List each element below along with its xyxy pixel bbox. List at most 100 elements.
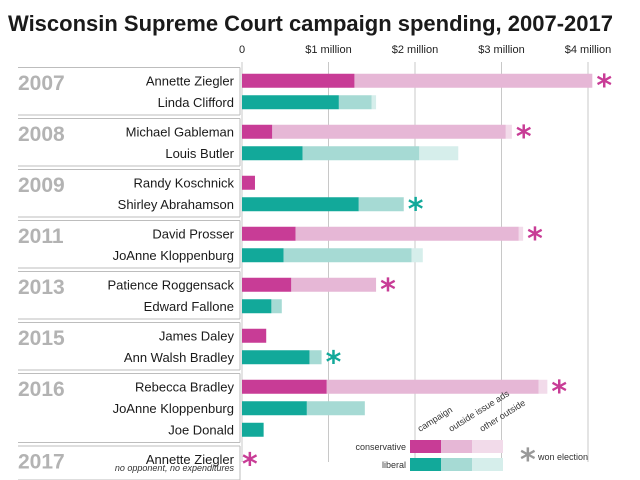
candidate-name: Louis Butler bbox=[165, 146, 234, 161]
candidate-row: Annette Ziegler * no opponent, no expendit… bbox=[115, 447, 258, 480]
bar-campaign-segment bbox=[242, 95, 339, 110]
candidate-name: Annette Ziegler bbox=[146, 73, 235, 88]
year-label: 2011 bbox=[18, 225, 64, 248]
bar-outside-issue-ads-segment bbox=[338, 95, 372, 110]
x-tick-label: 0 bbox=[239, 44, 245, 56]
candidate-row: Louis Butler bbox=[165, 146, 459, 161]
candidate-row: Randy Koschnick bbox=[134, 175, 255, 190]
won-star-icon: * bbox=[527, 222, 543, 257]
bar-campaign-segment bbox=[242, 379, 327, 394]
bar-outside-issue-ads-segment bbox=[283, 248, 412, 263]
year-label: 2007 bbox=[18, 72, 65, 95]
candidate-name: Shirley Abrahamson bbox=[118, 197, 234, 212]
candidate-row: James Daley bbox=[159, 328, 267, 343]
candidate-row: Rebecca Bradley * bbox=[135, 375, 567, 410]
year-group-2011: 2011 David Prosser * JoAnne Kloppenburg bbox=[18, 220, 543, 269]
candidate-row: David Prosser * bbox=[152, 222, 543, 257]
bar-other-outside-segment bbox=[518, 226, 524, 241]
candidate-name: Joe Donald bbox=[168, 422, 234, 437]
year-label: 2015 bbox=[18, 327, 65, 350]
legend-row-label: liberal bbox=[382, 460, 406, 470]
candidate-row: Ann Walsh Bradley * bbox=[124, 345, 342, 380]
bar-campaign-segment bbox=[242, 73, 355, 88]
candidate-name: Michael Gableman bbox=[126, 124, 234, 139]
year-label: 2008 bbox=[18, 123, 65, 146]
candidate-name: Annette Ziegler bbox=[146, 452, 235, 467]
legend-swatch bbox=[472, 458, 503, 471]
bar-campaign-segment bbox=[242, 401, 307, 416]
candidate-name: Randy Koschnick bbox=[134, 175, 235, 190]
candidate-row: JoAnne Kloppenburg bbox=[113, 248, 423, 263]
bar-other-outside-segment bbox=[505, 124, 512, 139]
bar-campaign-segment bbox=[242, 197, 359, 212]
x-axis-ticks: 0 $1 million $2 million $3 million $4 millio… bbox=[239, 44, 611, 56]
candidate-name: Ann Walsh Bradley bbox=[124, 350, 235, 365]
bar-outside-issue-ads-segment bbox=[326, 379, 539, 394]
candidate-name: JoAnne Kloppenburg bbox=[113, 248, 234, 263]
bar-other-outside-segment bbox=[538, 379, 548, 394]
x-tick-label: $1 million bbox=[305, 44, 351, 56]
bar-campaign-segment bbox=[242, 299, 272, 314]
year-group-2015: 2015 James Daley Ann Walsh Bradley * bbox=[18, 322, 342, 380]
candidate-name: James Daley bbox=[159, 328, 235, 343]
bar-campaign-segment bbox=[242, 124, 273, 139]
legend-row-label: conservative bbox=[355, 442, 406, 452]
bar-other-outside-segment bbox=[371, 95, 377, 110]
candidate-note: no opponent, no expenditures bbox=[115, 463, 235, 473]
candidate-name: Rebecca Bradley bbox=[135, 379, 234, 394]
legend-swatch bbox=[410, 458, 441, 471]
candidate-name: JoAnne Kloppenburg bbox=[113, 401, 234, 416]
won-star-icon: * bbox=[242, 447, 258, 480]
bar-outside-issue-ads-segment bbox=[306, 401, 365, 416]
legend-swatch bbox=[472, 440, 503, 453]
bar-outside-issue-ads-segment bbox=[309, 350, 322, 365]
year-group-2008: 2008 Michael Gableman * Louis Butler bbox=[18, 118, 532, 167]
bar-campaign-segment bbox=[242, 277, 292, 292]
candidate-row: Patience Roggensack * bbox=[108, 273, 397, 308]
chart-rows: 2007 Annette Ziegler * Linda Clifford 2008 Mi… bbox=[18, 67, 612, 480]
bar-outside-issue-ads-segment bbox=[272, 124, 506, 139]
candidate-row: Shirley Abrahamson * bbox=[118, 192, 424, 227]
bar-outside-issue-ads-segment bbox=[291, 277, 377, 292]
x-tick-label: $4 million bbox=[565, 44, 611, 56]
legend-swatch bbox=[441, 440, 472, 453]
bar-campaign-segment bbox=[242, 248, 284, 263]
bar-campaign-segment bbox=[242, 328, 267, 343]
candidate-row: Edward Fallone bbox=[144, 299, 282, 314]
candidate-name: David Prosser bbox=[152, 226, 234, 241]
won-star-icon: * bbox=[551, 375, 567, 410]
bar-other-outside-segment bbox=[419, 146, 459, 161]
bar-campaign-segment bbox=[242, 422, 264, 437]
candidate-name: Patience Roggensack bbox=[108, 277, 235, 292]
legend-won-label: won election bbox=[537, 452, 588, 462]
bar-outside-issue-ads-segment bbox=[302, 146, 420, 161]
won-star-icon: * bbox=[596, 69, 612, 104]
legend-swatch bbox=[410, 440, 441, 453]
x-tick-label: $3 million bbox=[478, 44, 524, 56]
candidate-row: Linda Clifford bbox=[158, 95, 377, 110]
legend-won-star-icon: * bbox=[520, 443, 536, 478]
candidate-row: Annette Ziegler * bbox=[146, 69, 612, 104]
candidate-row: Joe Donald bbox=[168, 422, 264, 437]
year-group-2013: 2013 Patience Roggensack * Edward Fallone bbox=[18, 271, 397, 320]
legend-swatch bbox=[441, 458, 472, 471]
bar-outside-issue-ads-segment bbox=[295, 226, 519, 241]
year-group-2007: 2007 Annette Ziegler * Linda Clifford bbox=[18, 67, 612, 116]
bar-campaign-segment bbox=[242, 146, 303, 161]
year-group-2017: 2017 Annette Ziegler * no opponent, no expe… bbox=[18, 445, 258, 480]
candidate-row: Michael Gableman * bbox=[126, 120, 532, 155]
candidate-name: Linda Clifford bbox=[158, 95, 234, 110]
year-label: 2017 bbox=[18, 451, 65, 474]
candidate-name: Edward Fallone bbox=[144, 299, 234, 314]
won-star-icon: * bbox=[516, 120, 532, 155]
bar-campaign-segment bbox=[242, 175, 255, 190]
chart-title: Wisconsin Supreme Court campaign spendin… bbox=[8, 11, 613, 36]
year-group-2009: 2009 Randy Koschnick Shirley Abrahamson * bbox=[18, 169, 424, 227]
candidate-row: JoAnne Kloppenburg bbox=[113, 401, 365, 416]
year-label: 2016 bbox=[18, 378, 65, 401]
year-label: 2013 bbox=[18, 276, 65, 299]
bar-campaign-segment bbox=[242, 226, 296, 241]
bar-outside-issue-ads-segment bbox=[358, 197, 404, 212]
bar-outside-issue-ads-segment bbox=[271, 299, 282, 314]
